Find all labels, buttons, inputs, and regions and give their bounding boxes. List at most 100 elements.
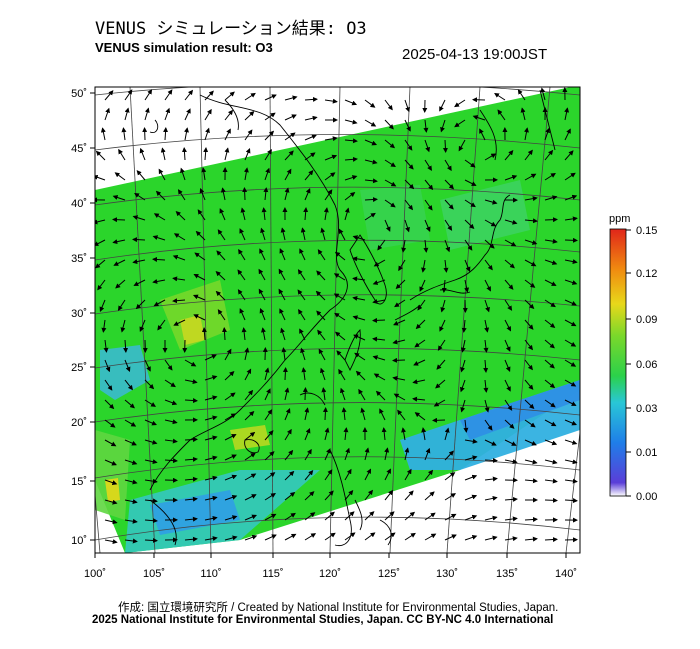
arrow-icon xyxy=(464,159,476,168)
arrow-icon xyxy=(392,376,406,381)
colorbar-tick-label: 0.09 xyxy=(636,314,657,326)
arrow-icon xyxy=(564,419,577,426)
lon-tick-label: 135˚ xyxy=(496,568,518,580)
arrow-icon xyxy=(504,219,518,225)
arrow-icon xyxy=(344,489,354,501)
arrow-icon xyxy=(404,199,414,211)
arrow-icon xyxy=(237,289,246,301)
arrow-icon xyxy=(336,350,346,361)
arrow-icon xyxy=(244,111,255,121)
arrow-icon xyxy=(324,172,336,181)
arrow-icon xyxy=(164,399,178,406)
arrow-icon xyxy=(464,279,470,293)
arrow-icon xyxy=(404,159,414,170)
arrow-icon xyxy=(99,299,106,312)
arrow-icon xyxy=(364,468,371,481)
arrow-icon xyxy=(244,368,252,381)
arrow-icon xyxy=(520,107,526,121)
arrow-icon xyxy=(504,174,518,181)
arrow-icon xyxy=(124,538,138,544)
arrow-icon xyxy=(324,189,333,201)
arrow-icon xyxy=(424,219,431,232)
arrow-icon xyxy=(144,459,158,465)
arrow-icon xyxy=(144,359,151,372)
arrow-icon xyxy=(304,96,318,102)
arrow-icon xyxy=(144,89,153,101)
arrow-icon xyxy=(334,312,346,321)
arrow-icon xyxy=(104,499,118,505)
arrow-icon xyxy=(504,359,511,372)
arrow-icon xyxy=(104,399,115,410)
arrow-icon xyxy=(421,427,427,441)
arrow-icon xyxy=(216,250,226,261)
arrow-icon xyxy=(484,279,491,292)
arrow-icon xyxy=(483,379,489,393)
arrow-icon xyxy=(439,99,446,112)
arrow-icon xyxy=(324,136,338,142)
arrow-icon xyxy=(135,299,146,310)
arrow-icon xyxy=(244,514,257,521)
arrow-icon xyxy=(204,127,210,141)
arrow-icon xyxy=(504,150,514,161)
arrow-icon xyxy=(224,109,234,121)
arrow-icon xyxy=(524,419,536,428)
arrow-icon xyxy=(322,407,328,421)
arrow-icon xyxy=(134,192,146,201)
arrow-icon xyxy=(204,475,218,481)
arrow-icon xyxy=(394,299,406,308)
arrow-icon xyxy=(224,128,231,141)
arrow-icon xyxy=(413,359,426,366)
arrow-icon xyxy=(324,154,338,161)
arrow-icon xyxy=(364,119,377,127)
arrow-icon xyxy=(344,511,355,521)
arrow-icon xyxy=(132,237,146,243)
arrow-icon xyxy=(415,319,426,330)
arrow-icon xyxy=(395,279,406,290)
longitude-axis: 100˚ 105˚ 110˚ 115˚ 120˚ 125˚ 130˚ 135˚ 140˚ xyxy=(84,553,577,580)
arrow-icon xyxy=(564,439,578,445)
arrow-icon xyxy=(454,99,466,108)
arrow-icon xyxy=(404,511,416,521)
lon-tick-label: 125˚ xyxy=(378,568,400,580)
arrow-icon xyxy=(104,379,113,391)
arrow-icon xyxy=(440,299,446,313)
arrow-icon xyxy=(564,399,577,406)
arrow-icon xyxy=(384,159,396,168)
arrow-icon xyxy=(564,128,571,141)
arrow-icon xyxy=(333,293,346,301)
arrow-icon xyxy=(237,269,246,281)
arrow-icon xyxy=(224,454,237,461)
arrow-icon xyxy=(544,537,558,543)
arrow-icon xyxy=(364,511,375,521)
arrow-icon xyxy=(304,115,318,121)
arrow-icon xyxy=(335,331,346,341)
arrow-icon xyxy=(484,515,498,521)
arrow-icon xyxy=(160,147,166,161)
lat-tick-label: 50˚ xyxy=(71,88,87,100)
arrow-icon xyxy=(464,534,478,541)
arrow-icon xyxy=(544,238,558,244)
arrow-icon xyxy=(201,167,207,181)
arrow-icon xyxy=(464,199,476,208)
arrow-icon xyxy=(193,294,206,301)
arrow-icon xyxy=(224,494,238,501)
arrow-icon xyxy=(401,239,407,253)
arrow-icon xyxy=(384,179,397,187)
arrow-icon xyxy=(114,172,126,181)
arrow-icon xyxy=(284,491,296,501)
arrow-icon xyxy=(461,319,467,333)
arrow-icon xyxy=(204,435,218,441)
arrow-icon xyxy=(484,259,493,271)
arrow-icon xyxy=(360,407,366,421)
arrow-icon xyxy=(333,273,346,281)
arrow-icon xyxy=(544,497,558,503)
arrow-icon xyxy=(524,127,529,141)
arrow-icon xyxy=(444,493,457,501)
arrow-icon xyxy=(373,373,386,381)
colorbar-tick-label: 0.15 xyxy=(636,225,657,237)
arrow-icon xyxy=(164,438,178,444)
arrow-icon xyxy=(401,427,407,441)
arrow-icon xyxy=(264,493,276,501)
arrow-icon xyxy=(417,299,426,311)
